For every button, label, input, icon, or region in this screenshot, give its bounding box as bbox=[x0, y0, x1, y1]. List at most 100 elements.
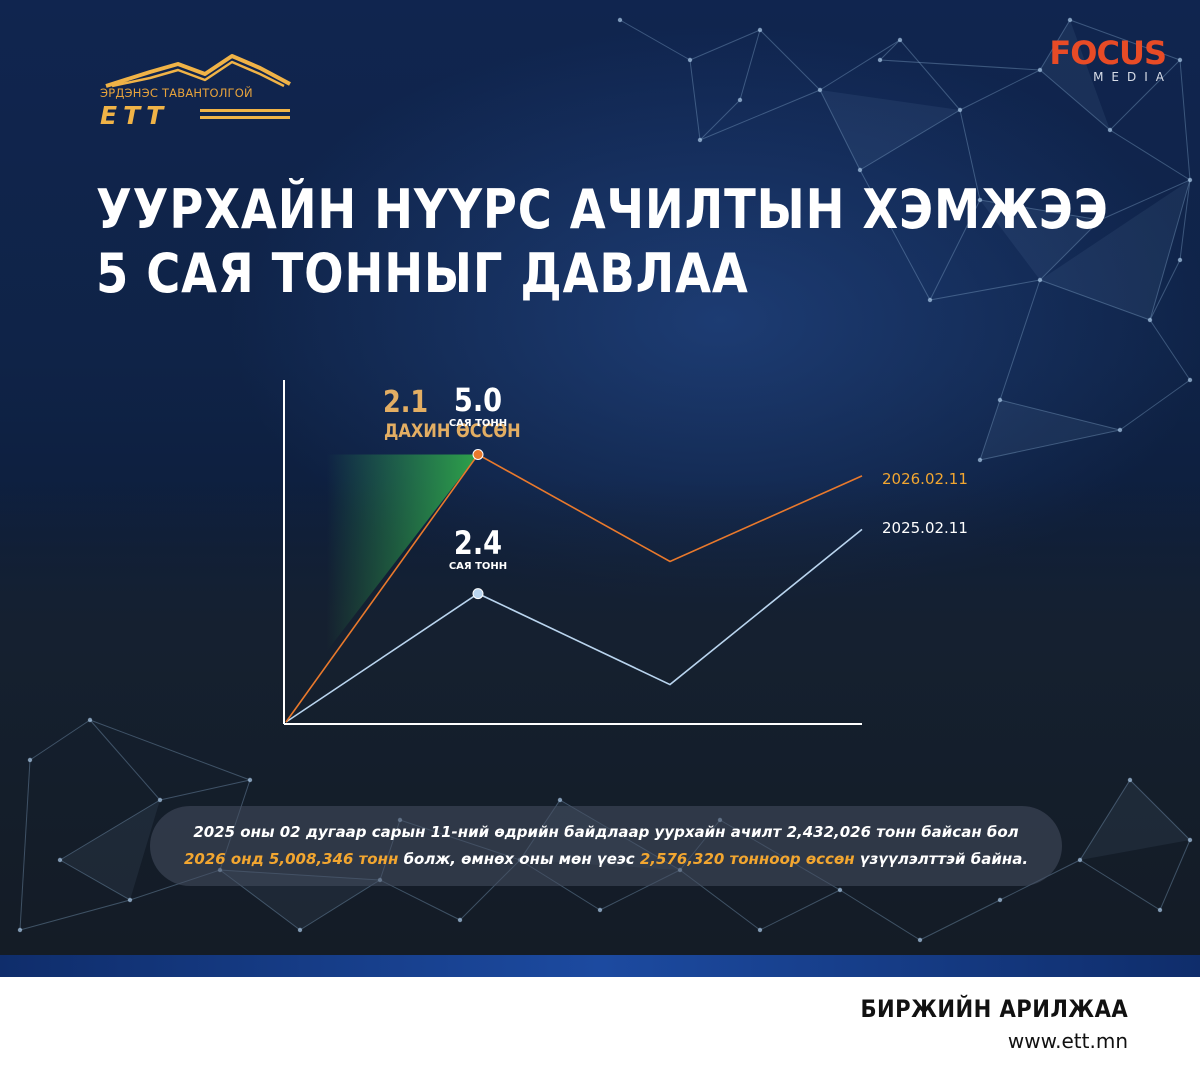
footer-url[interactable]: www.ett.mn bbox=[1007, 1029, 1128, 1053]
network-node bbox=[857, 167, 863, 173]
network-node bbox=[977, 457, 983, 463]
network-line bbox=[739, 29, 761, 101]
logo-underline-bars bbox=[200, 109, 290, 119]
network-line bbox=[29, 719, 91, 761]
network-line bbox=[959, 69, 1041, 111]
network-line bbox=[379, 879, 461, 921]
growth-annotation-label: ДАХИН ӨССӨН bbox=[384, 420, 521, 442]
network-node bbox=[1187, 377, 1193, 383]
network-node bbox=[27, 757, 33, 763]
mountain-icon bbox=[105, 54, 291, 88]
network-line bbox=[929, 279, 1041, 301]
network-node bbox=[817, 87, 823, 93]
network-line bbox=[59, 859, 131, 901]
summary-highlight-growth: 2,576,320 тонноор өссөн bbox=[639, 850, 855, 868]
network-facet bbox=[60, 800, 160, 900]
network-facet bbox=[820, 90, 960, 170]
data-point-2025-peak bbox=[472, 588, 484, 600]
network-line bbox=[819, 89, 861, 171]
data-point-2026-peak bbox=[472, 449, 484, 460]
data-label-2025-peak: 2.4 bbox=[453, 523, 503, 562]
network-line bbox=[999, 399, 1121, 431]
network-line bbox=[1109, 59, 1181, 131]
network-line bbox=[689, 29, 761, 61]
network-node bbox=[957, 107, 963, 113]
network-line bbox=[89, 719, 161, 801]
network-line bbox=[819, 39, 901, 91]
network-node bbox=[457, 917, 463, 923]
network-node bbox=[1187, 837, 1193, 843]
page-title: УУРХАЙН НҮҮРС АЧИЛТЫН ХЭМЖЭЭ 5 САЯ ТОННЫ… bbox=[96, 178, 1109, 306]
ett-logo-name: ЭРДЭНЭС ТАВАНТОЛГОЙ bbox=[100, 86, 253, 100]
growth-annotation-value: 2.1 bbox=[383, 385, 429, 420]
network-node bbox=[1187, 177, 1193, 183]
network-line bbox=[699, 89, 821, 141]
network-line bbox=[19, 759, 31, 931]
network-node bbox=[1157, 907, 1163, 913]
footer-stripe bbox=[0, 955, 1200, 977]
network-facet bbox=[980, 200, 1100, 280]
network-line bbox=[879, 39, 901, 61]
network-line bbox=[699, 99, 741, 141]
series-line-2026 bbox=[285, 453, 863, 723]
footer-title: БИРЖИЙН АРИЛЖАА bbox=[860, 995, 1128, 1023]
network-line bbox=[1039, 219, 1101, 281]
network-line bbox=[1109, 129, 1191, 181]
network-node bbox=[247, 777, 253, 783]
network-line bbox=[1039, 19, 1071, 71]
data-unit-2025-peak: САЯ ТОНН bbox=[448, 560, 508, 572]
network-node bbox=[1107, 127, 1113, 133]
network-node bbox=[57, 857, 63, 863]
network-line bbox=[929, 199, 981, 301]
network-node bbox=[17, 927, 23, 933]
network-line bbox=[1149, 319, 1191, 381]
network-line bbox=[19, 899, 131, 931]
network-line bbox=[759, 29, 821, 91]
network-line bbox=[839, 889, 921, 941]
network-node bbox=[697, 137, 703, 143]
data-label-2026-peak: 5.0 bbox=[453, 380, 503, 419]
summary-caption-line-2: 2026 онд 5,008,346 тонн болж, өмнөх оны … bbox=[170, 846, 1042, 873]
network-line bbox=[1149, 259, 1181, 321]
network-line bbox=[89, 719, 251, 781]
network-facet bbox=[1040, 20, 1110, 130]
network-node bbox=[1077, 857, 1083, 863]
network-facet bbox=[1040, 180, 1190, 320]
network-line bbox=[899, 39, 961, 111]
summary-text-end: үзүүлэлттэй байна. bbox=[854, 850, 1029, 868]
network-line bbox=[859, 169, 931, 301]
network-node bbox=[1147, 317, 1153, 323]
network-line bbox=[689, 59, 701, 141]
network-facet bbox=[1080, 780, 1190, 860]
network-node bbox=[157, 797, 163, 803]
focus-media-logo: FOCUS MEDIA bbox=[1036, 34, 1167, 84]
network-line bbox=[879, 59, 1041, 71]
page-title-line-2: 5 САЯ ТОННЫГ ДАВЛАА bbox=[96, 242, 749, 305]
ett-logo: ЭРДЭНЭС ТАВАНТОЛГОЙ ЕТТ bbox=[100, 52, 295, 130]
infographic-background: ЭРДЭНЭС ТАВАНТОЛГОЙ ЕТТ FOCUS MEDIA УУРХ… bbox=[0, 0, 1200, 955]
network-node bbox=[1067, 17, 1073, 23]
data-unit-2026-peak: САЯ ТОНН bbox=[448, 417, 508, 429]
network-line bbox=[759, 889, 841, 931]
page-title-line-1: УУРХАЙН НҮҮРС АЧИЛТЫН ХЭМЖЭЭ bbox=[96, 178, 1109, 241]
network-line bbox=[1069, 19, 1181, 61]
network-node bbox=[897, 37, 903, 43]
focus-media-logo-word: FOCUS bbox=[1049, 34, 1167, 72]
network-line bbox=[1159, 839, 1191, 911]
network-line bbox=[1099, 179, 1191, 221]
network-line bbox=[619, 19, 691, 61]
network-line bbox=[859, 109, 961, 171]
ett-logo-mark: ЕТТ bbox=[100, 101, 170, 130]
network-line bbox=[959, 109, 981, 201]
network-line bbox=[1039, 279, 1151, 321]
summary-text-mid: болж, өмнөх оны мөн үеэс bbox=[398, 850, 640, 868]
network-node bbox=[997, 897, 1003, 903]
network-node bbox=[1117, 427, 1123, 433]
network-line bbox=[59, 799, 161, 861]
network-facet bbox=[980, 400, 1120, 460]
network-line bbox=[1079, 779, 1131, 861]
network-node bbox=[127, 897, 133, 903]
footer: БИРЖИЙН АРИЛЖАА www.ett.mn bbox=[0, 977, 1200, 1078]
network-line bbox=[1129, 779, 1191, 841]
shipment-line-chart bbox=[285, 449, 863, 723]
